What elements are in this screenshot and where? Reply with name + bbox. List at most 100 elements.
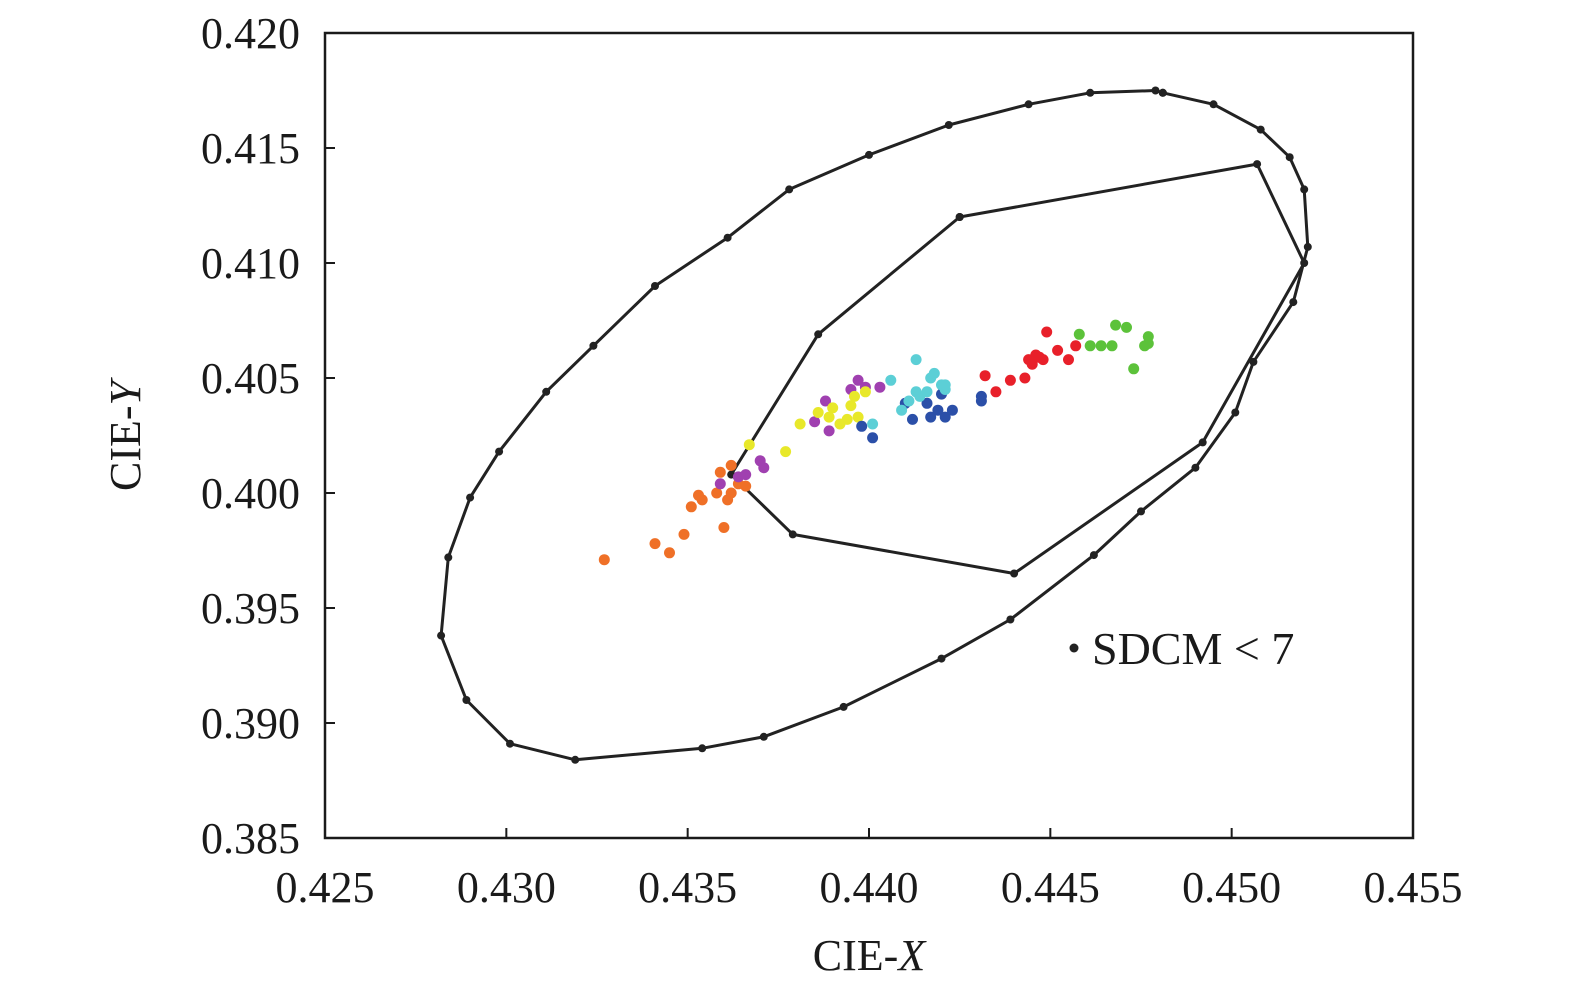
data-point-s4-9 <box>928 367 940 379</box>
boundary-vertex-0-17 <box>571 755 580 764</box>
data-point-s6-6 <box>1128 363 1140 375</box>
legend: SDCM < 7 <box>1069 623 1294 674</box>
data-point-s5-3 <box>1019 372 1031 384</box>
data-point-s2-9 <box>849 390 860 402</box>
data-point-s6-0 <box>1073 328 1085 340</box>
y-tick-label-7: 0.420 <box>201 9 300 58</box>
x-axis-ticks: 0.425 0.430 0.435 0.440 0.445 0.450 0.455 <box>276 828 1463 912</box>
data-point-s5-8 <box>1037 354 1049 366</box>
y-tick-label-4: 0.405 <box>201 354 300 403</box>
data-point-s0-14 <box>740 480 752 492</box>
data-point-s0-4 <box>685 501 697 513</box>
data-point-s1-9 <box>852 374 864 386</box>
data-point-s6-2 <box>1095 340 1107 352</box>
y-tick-label-1: 0.390 <box>201 699 300 748</box>
y-tick-label-3: 0.400 <box>201 469 300 518</box>
boundary-vertex-0-31 <box>1024 100 1033 109</box>
data-point-s5-12 <box>1070 340 1082 352</box>
y-tick-label-5: 0.410 <box>201 239 300 288</box>
data-point-s3-4 <box>921 397 933 409</box>
x-tick-label-1: 0.430 <box>457 863 556 912</box>
boundary-vertex-0-29 <box>865 150 873 159</box>
data-point-s2-3 <box>812 407 824 418</box>
data-point-s3-11 <box>975 390 987 402</box>
data-point-s4-12 <box>939 379 951 391</box>
boundary-vertex-0-8 <box>1231 408 1240 417</box>
data-point-s2-4 <box>823 411 835 423</box>
x-tick-label-0: 0.425 <box>276 863 375 912</box>
data-point-s4-3 <box>903 395 915 407</box>
boundary-vertex-0-23 <box>495 447 504 456</box>
data-point-s0-6 <box>696 494 708 506</box>
data-point-s3-1 <box>867 432 879 444</box>
boundary-vertex-0-33 <box>1151 86 1160 95</box>
data-point-s5-1 <box>990 386 1002 398</box>
data-point-s3-8 <box>939 411 951 423</box>
boundary-vertex-0-9 <box>1191 463 1200 472</box>
boundary-vertex-0-25 <box>589 341 598 350</box>
data-point-s3-6 <box>932 404 944 416</box>
data-point-s6-3 <box>1106 340 1118 352</box>
boundary-vertex-0-6 <box>1289 298 1298 307</box>
boundary-vertex-0-3 <box>1285 153 1294 162</box>
boundary-vertex-1-7 <box>814 330 823 339</box>
data-point-s2-11 <box>859 386 871 398</box>
boundary-line-1 <box>729 162 1306 575</box>
boundary-vertex-1-4 <box>1010 569 1019 578</box>
boundary-vertex-0-26 <box>651 282 659 290</box>
data-point-s4-1 <box>885 374 897 386</box>
boundary-vertex-0-27 <box>723 233 732 242</box>
boundary-vertex-0-18 <box>506 739 514 748</box>
boundary-vertex-1-1 <box>1253 160 1262 169</box>
data-point-s4-0 <box>867 418 879 430</box>
boundary-vertex-0-14 <box>839 702 848 711</box>
x-tick-label-3: 0.440 <box>820 863 919 912</box>
y-tick-label-2: 0.395 <box>201 584 300 633</box>
data-point-s2-8 <box>845 400 857 412</box>
data-point-s3-3 <box>907 413 918 425</box>
boundary-vertex-1-5 <box>788 530 797 539</box>
boundary-vertex-0-7 <box>1249 357 1258 366</box>
data-point-s1-5 <box>809 416 821 428</box>
boundary-vertex-0-10 <box>1137 507 1145 516</box>
data-point-s1-2 <box>740 469 752 481</box>
data-point-s6-1 <box>1084 340 1096 352</box>
data-point-s0-9 <box>718 522 730 533</box>
data-point-s6-9 <box>1142 331 1154 343</box>
data-point-s0-1 <box>649 538 661 550</box>
data-point-s0-8 <box>714 466 726 478</box>
data-point-s0-7 <box>711 487 723 499</box>
data-point-s2-1 <box>780 446 792 458</box>
data-point-s2-10 <box>852 411 864 423</box>
boundaries-layer <box>437 86 1312 764</box>
boundary-vertex-0-20 <box>437 631 446 640</box>
data-point-s0-11 <box>725 487 737 499</box>
x-tick-label-4: 0.445 <box>1001 863 1100 912</box>
boundary-vertex-0-15 <box>759 732 768 741</box>
data-point-s1-0 <box>714 478 726 490</box>
boundary-vertex-0-13 <box>937 654 946 663</box>
data-point-s1-11 <box>874 381 886 393</box>
x-tick-label-5: 0.450 <box>1182 863 1281 912</box>
boundary-vertex-0-16 <box>698 744 707 753</box>
data-point-s2-5 <box>827 402 839 414</box>
x-tick-label-2: 0.435 <box>638 863 737 912</box>
boundary-vertex-0-12 <box>1006 615 1015 624</box>
boundary-vertex-0-24 <box>542 387 551 396</box>
data-point-s4-5 <box>910 354 922 366</box>
boundary-vertex-0-22 <box>466 493 475 502</box>
y-axis-ticks: 0.385 0.390 0.395 0.400 0.405 0.410 0.415 0.420 <box>201 9 335 863</box>
data-point-s2-7 <box>841 413 853 425</box>
data-point-s5-11 <box>1063 354 1074 366</box>
data-point-s2-2 <box>794 418 806 430</box>
y-axis-label: CIE-Y <box>101 376 150 491</box>
legend-label: SDCM < 7 <box>1092 623 1294 674</box>
data-point-s0-0 <box>598 554 610 566</box>
boundary-vertex-1-2 <box>1300 259 1309 267</box>
data-point-s0-3 <box>678 528 690 540</box>
data-point-s4-2 <box>896 404 908 416</box>
boundary-vertex-0-30 <box>944 121 953 129</box>
boundary-vertex-0-2 <box>1256 125 1265 134</box>
data-point-s1-4 <box>758 462 770 474</box>
